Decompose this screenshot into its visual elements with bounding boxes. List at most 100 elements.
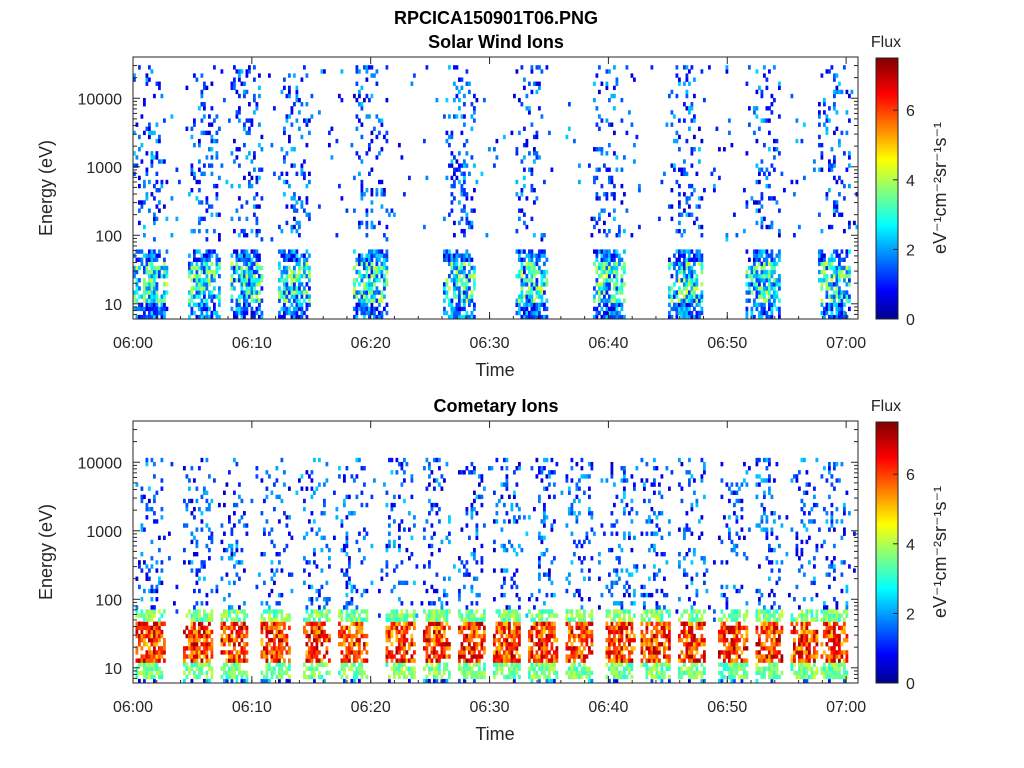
heatmap-cell xyxy=(545,257,549,262)
heatmap-cell xyxy=(133,306,136,312)
heatmap-cell xyxy=(270,527,274,532)
heatmap-cell xyxy=(288,249,291,254)
heatmap-cell xyxy=(520,294,524,299)
heatmap-cell xyxy=(200,89,204,95)
heatmap-cell xyxy=(773,196,776,201)
heatmap-cell xyxy=(840,298,844,303)
heatmap-cell xyxy=(153,654,156,659)
heatmap-cell xyxy=(250,249,254,254)
heatmap-cell xyxy=(188,666,191,672)
heatmap-cell xyxy=(458,592,461,598)
heatmap-cell xyxy=(503,621,506,626)
heatmap-cell xyxy=(533,159,536,164)
heatmap-cell xyxy=(308,633,311,639)
heatmap-cell xyxy=(163,302,166,308)
heatmap-cell xyxy=(473,188,476,193)
heatmap-cell xyxy=(823,110,826,115)
heatmap-cell xyxy=(243,642,246,647)
heatmap-cell xyxy=(245,290,249,295)
heatmap-cell xyxy=(238,233,241,238)
heatmap-cell xyxy=(160,613,164,618)
heatmap-cell xyxy=(438,613,441,618)
heatmap-cell xyxy=(475,592,479,598)
heatmap-cell xyxy=(540,286,544,291)
heatmap-cell xyxy=(833,159,836,164)
heatmap-cell xyxy=(273,572,276,577)
heatmap-cell xyxy=(370,224,374,230)
heatmap-cell xyxy=(243,249,246,254)
heatmap-cell xyxy=(433,486,436,491)
heatmap-cell xyxy=(368,65,371,70)
heatmap-cell xyxy=(278,278,281,283)
heatmap-cell xyxy=(398,650,401,655)
heatmap-cell xyxy=(458,609,461,614)
heatmap-cell xyxy=(825,306,829,312)
heatmap-cell xyxy=(373,73,376,78)
heatmap-cell xyxy=(508,613,511,618)
heatmap-cell xyxy=(280,633,284,639)
heatmap-cell xyxy=(458,253,461,258)
heatmap-cell xyxy=(308,621,311,626)
heatmap-cell xyxy=(150,159,154,164)
heatmap-cell xyxy=(408,511,411,516)
heatmap-cell xyxy=(185,126,189,131)
heatmap-cell xyxy=(290,572,294,577)
heatmap-cell xyxy=(773,286,776,291)
heatmap-cell xyxy=(678,212,681,217)
heatmap-cell xyxy=(403,457,406,463)
heatmap-cell xyxy=(200,642,204,647)
heatmap-cell xyxy=(505,547,509,553)
heatmap-cell xyxy=(238,658,241,663)
heatmap-cell xyxy=(233,662,236,667)
heatmap-cell xyxy=(203,253,206,258)
heatmap-cell xyxy=(208,147,211,152)
heatmap-cell xyxy=(440,625,444,631)
heatmap-cell xyxy=(385,249,389,254)
heatmap-cell xyxy=(135,155,139,160)
heatmap-cell xyxy=(840,294,844,299)
heatmap-cell xyxy=(433,629,436,635)
heatmap-cell xyxy=(165,265,169,271)
heatmap-cell xyxy=(155,654,159,659)
heatmap-cell xyxy=(133,265,136,271)
heatmap-cell xyxy=(373,294,376,299)
heatmap-cell xyxy=(535,282,539,287)
heatmap-cell xyxy=(135,629,139,635)
heatmap-cell xyxy=(500,625,504,631)
heatmap-cell xyxy=(155,273,159,279)
heatmap-cell xyxy=(288,678,291,684)
heatmap-cell xyxy=(155,151,159,156)
heatmap-cell xyxy=(448,134,451,140)
heatmap-cell xyxy=(408,642,411,647)
heatmap-cell xyxy=(495,646,499,651)
heatmap-cell xyxy=(368,171,371,177)
heatmap-cell xyxy=(760,294,764,299)
heatmap-cell xyxy=(533,273,536,279)
heatmap-cell xyxy=(205,498,209,504)
heatmap-cell xyxy=(755,69,759,74)
heatmap-cell xyxy=(823,261,826,267)
heatmap-cell xyxy=(340,625,344,631)
heatmap-cell xyxy=(600,298,604,303)
heatmap-cell xyxy=(463,179,466,185)
heatmap-cell xyxy=(685,73,689,78)
heatmap-cell xyxy=(470,625,474,631)
heatmap-cell xyxy=(410,637,414,643)
heatmap-cell xyxy=(465,511,469,516)
heatmap-cell xyxy=(253,314,256,320)
heatmap-cell xyxy=(835,73,839,78)
heatmap-cell xyxy=(300,306,304,312)
heatmap-cell xyxy=(283,511,286,516)
x-tick-label: 06:10 xyxy=(232,335,272,352)
heatmap-cell xyxy=(315,613,319,618)
heatmap-cell xyxy=(235,306,239,312)
x-tick-label: 06:50 xyxy=(707,335,747,352)
heatmap-cell xyxy=(225,572,229,577)
heatmap-cell xyxy=(345,572,349,577)
heatmap-cell xyxy=(385,654,389,659)
heatmap-cell xyxy=(470,588,474,594)
heatmap-cell xyxy=(375,261,379,267)
heatmap-cell xyxy=(770,110,774,115)
heatmap-cell xyxy=(193,286,196,291)
heatmap-cell xyxy=(295,208,299,213)
